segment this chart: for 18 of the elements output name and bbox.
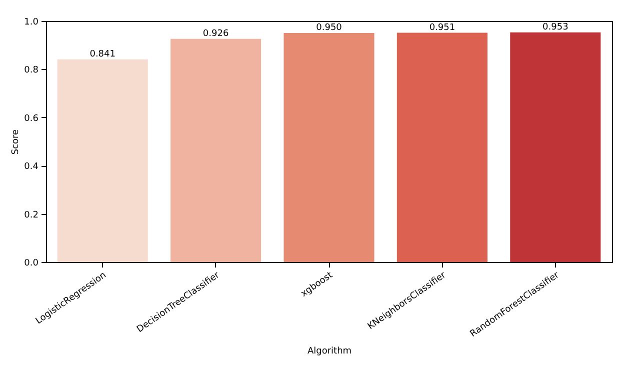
y-tick-label: 1.0 (24, 18, 39, 28)
bar (57, 59, 148, 262)
data-label: 0.841 (90, 49, 116, 60)
x-axis-title: Algorithm (307, 346, 352, 357)
bar (510, 32, 601, 262)
data-label: 0.953 (542, 22, 568, 32)
y-tick-label: 0.4 (24, 162, 39, 172)
y-tick-label: 0.8 (24, 66, 39, 76)
data-label: 0.926 (202, 28, 229, 39)
y-tick-label: 0.6 (24, 114, 39, 124)
bar (284, 33, 374, 262)
data-label: 0.950 (316, 23, 342, 34)
bar (170, 38, 262, 262)
data-label: 0.951 (429, 22, 456, 33)
y-tick-label: 0.2 (24, 210, 38, 220)
bar (396, 32, 488, 262)
y-tick-label: 0.0 (24, 258, 39, 268)
y-axis-title: Score (11, 128, 22, 155)
